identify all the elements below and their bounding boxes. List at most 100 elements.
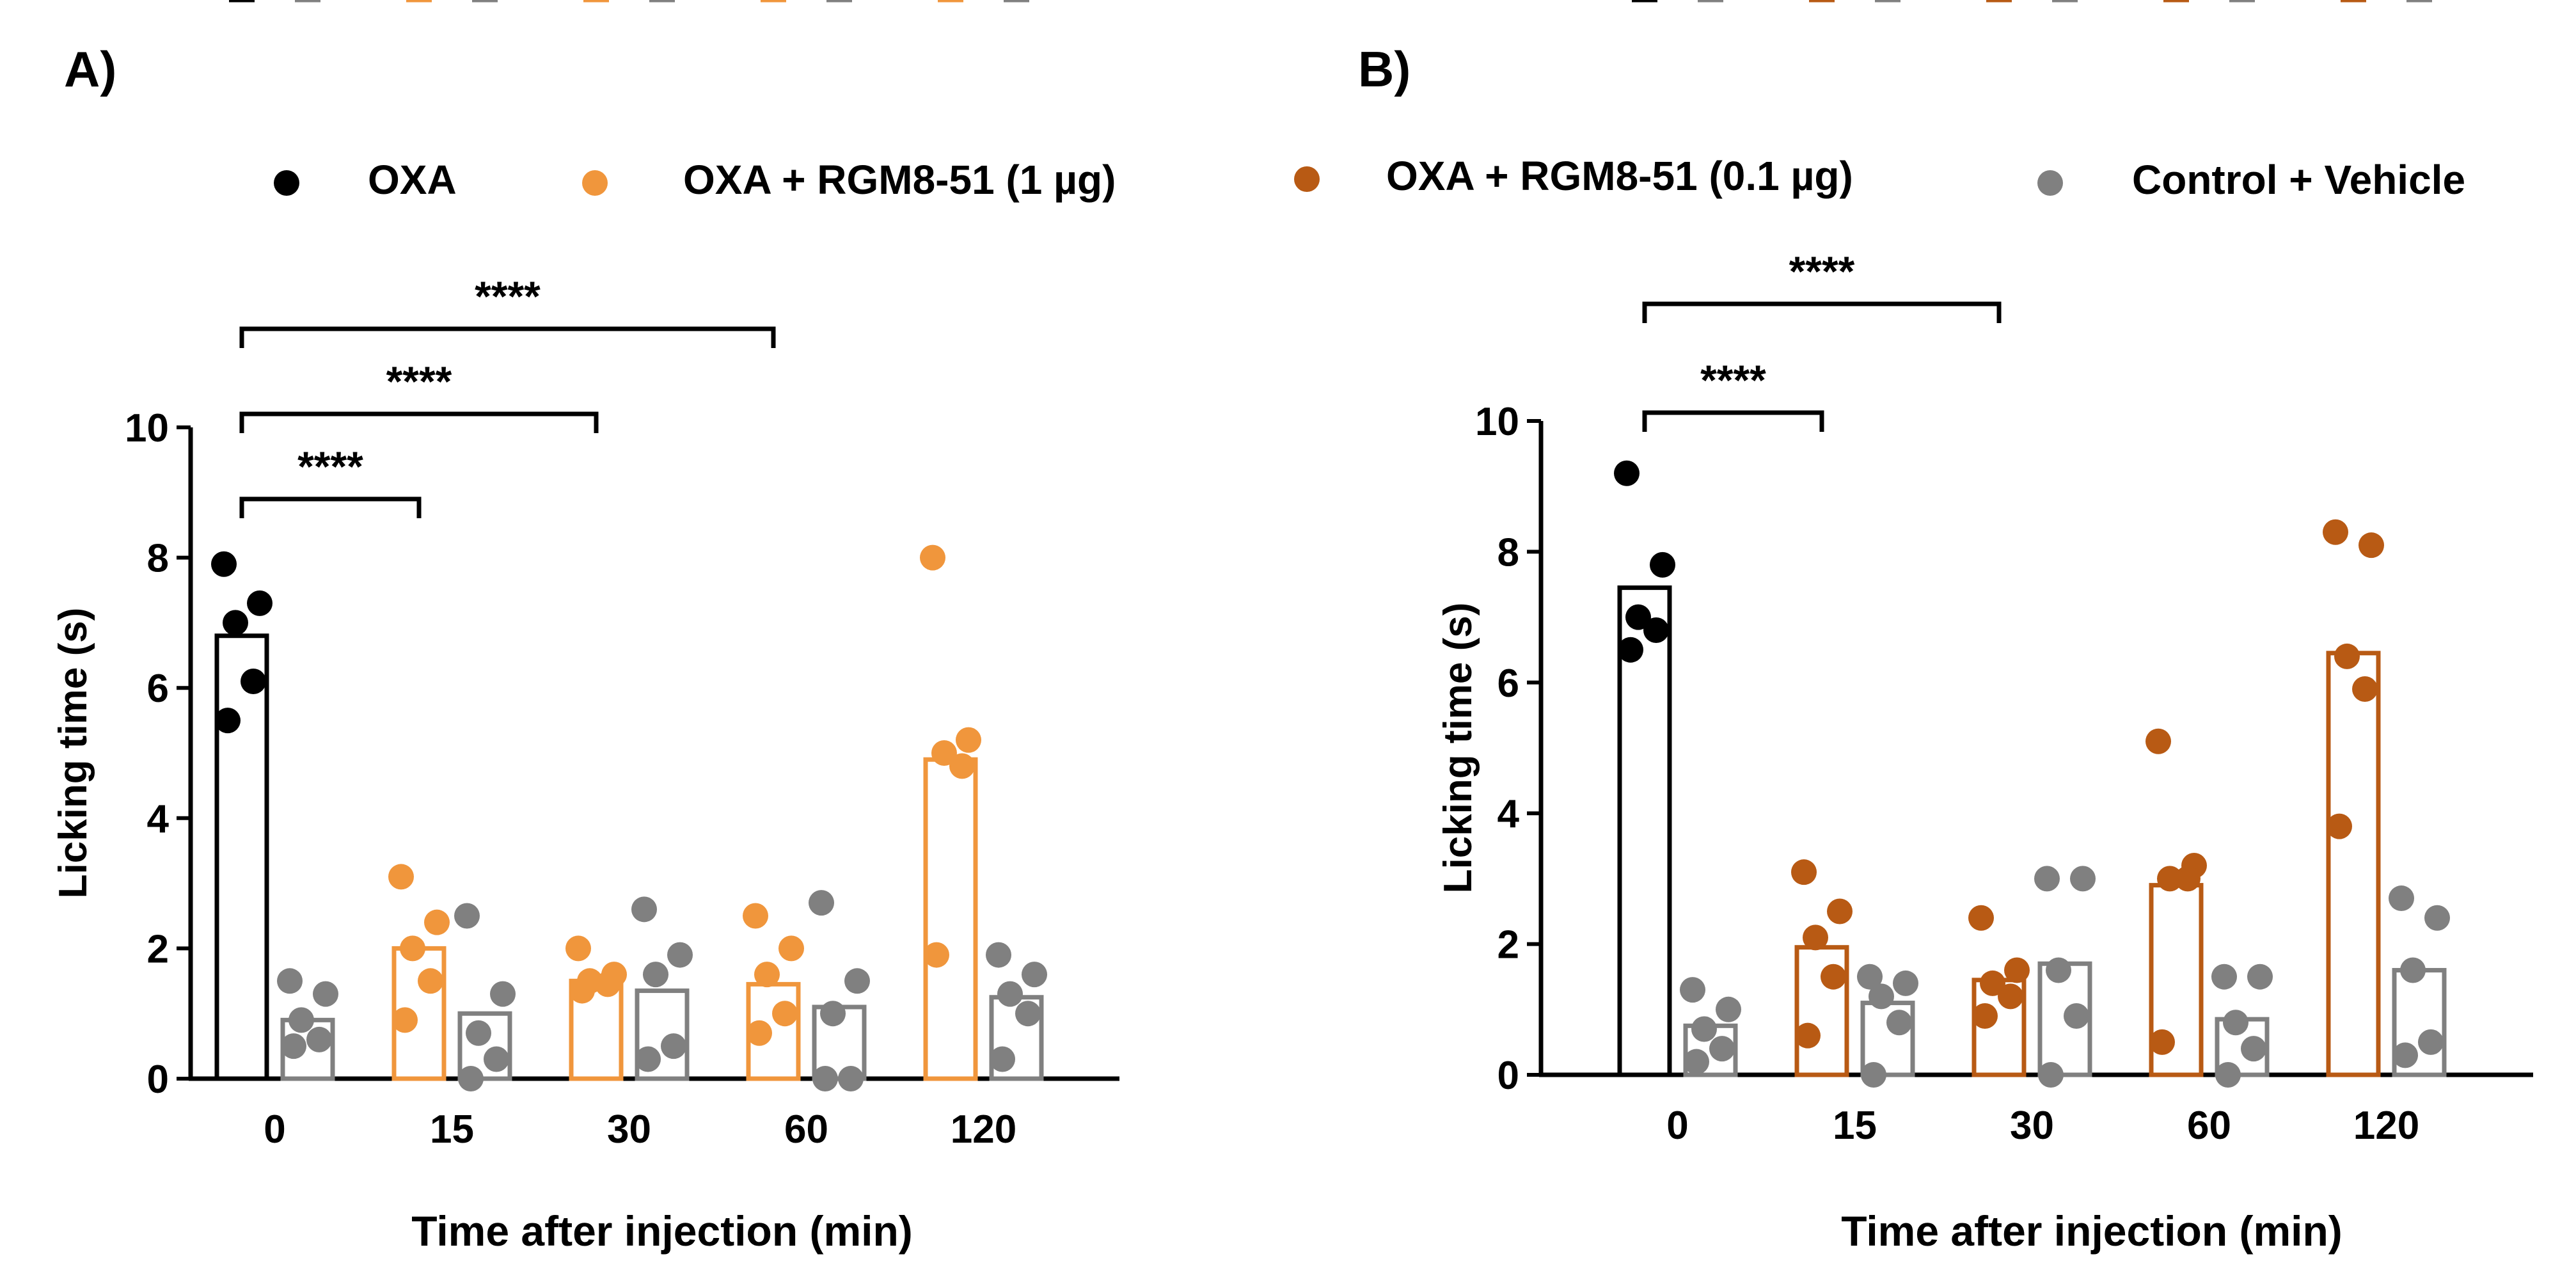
- data-point: [2149, 1029, 2175, 1055]
- data-point: [400, 935, 425, 962]
- data-point: [490, 981, 516, 1007]
- data-point: [2046, 957, 2071, 983]
- bar: [923, 757, 978, 1081]
- data-point: [635, 1046, 661, 1072]
- data-point: [2327, 813, 2352, 839]
- significance-label: ****: [297, 443, 363, 490]
- data-point: [2175, 866, 2201, 892]
- data-point: [2247, 964, 2273, 990]
- y-axis-label: Licking time (s): [51, 608, 95, 899]
- bar: [1617, 585, 1672, 1077]
- y-tick-label: 0: [147, 1058, 169, 1102]
- data-point: [418, 968, 443, 994]
- y-axis-label: Licking time (s): [1436, 603, 1480, 894]
- data-point: [2424, 905, 2450, 931]
- data-point: [1709, 1036, 1735, 1062]
- data-point: [2359, 532, 2384, 559]
- significance-label: ****: [475, 273, 541, 320]
- data-point: [812, 1066, 838, 1091]
- x-tick-label: 120: [951, 1107, 1016, 1152]
- data-point: [281, 1033, 306, 1059]
- data-point: [1618, 637, 1643, 663]
- x-axis-label: Time after injection (min): [1841, 1207, 2343, 1255]
- data-point: [569, 978, 595, 1004]
- data-point: [956, 727, 981, 753]
- data-point: [2145, 728, 2171, 754]
- data-point: [466, 1020, 491, 1046]
- data-point: [2004, 957, 2030, 983]
- significance-bracket: [1642, 410, 1824, 432]
- data-point: [215, 708, 241, 734]
- data-point: [1803, 924, 1828, 951]
- data-point: [809, 890, 834, 916]
- y-tick-label: 6: [147, 667, 169, 711]
- data-point: [743, 903, 768, 929]
- significance-label: ****: [1789, 248, 1855, 295]
- y-tick-label: 10: [1475, 400, 1519, 444]
- x-axis-label: Time after injection (min): [411, 1207, 913, 1255]
- y-tick-label: 6: [1497, 662, 1519, 706]
- data-point: [2157, 866, 2183, 892]
- data-point: [595, 971, 620, 997]
- data-point: [1998, 983, 2023, 1010]
- data-point: [2223, 1010, 2248, 1036]
- data-point: [392, 1007, 418, 1033]
- legend-label-oxa-rgm-0-1ug: OXA + RGM8-51 (0.1 µg): [1386, 153, 1853, 199]
- data-point: [931, 740, 957, 766]
- panel-a: A) 0 2 4 6 8 10 0 15 30 60 120 Time after injection …: [51, 0, 1119, 1255]
- data-point: [565, 935, 591, 962]
- data-point: [2334, 643, 2360, 669]
- data-point: [2215, 1062, 2241, 1088]
- legend-marker-oxa: [274, 170, 299, 196]
- x-tick-label: 30: [607, 1107, 651, 1152]
- data-point: [1893, 970, 1918, 996]
- data-point: [288, 1007, 314, 1033]
- x-tick-label: 120: [2353, 1104, 2419, 1148]
- x-tick-label: 60: [2187, 1104, 2231, 1148]
- significance-label: ****: [386, 358, 452, 405]
- data-point: [2064, 1003, 2089, 1029]
- x-tick-label: 30: [2010, 1104, 2054, 1148]
- data-point: [458, 1066, 484, 1091]
- data-point: [1716, 996, 1741, 1022]
- data-point: [661, 1033, 686, 1059]
- y-tick-label: 2: [1497, 923, 1519, 967]
- data-point: [306, 1026, 332, 1052]
- data-point: [844, 968, 870, 994]
- data-point: [643, 962, 668, 988]
- y-tick-label: 10: [125, 406, 169, 450]
- data-point: [990, 1046, 1015, 1072]
- y-tick-label: 2: [147, 927, 169, 971]
- data-point: [223, 610, 248, 636]
- data-point: [1968, 905, 1994, 931]
- data-point: [2038, 1062, 2064, 1088]
- data-point: [1691, 1016, 1717, 1042]
- data-point: [2418, 1029, 2444, 1055]
- legend-label-oxa: OXA: [368, 157, 457, 203]
- bar: [214, 633, 269, 1081]
- legend-marker-control-vehicle: [2037, 170, 2063, 196]
- data-point: [277, 968, 303, 994]
- legend-label-oxa-rgm-1ug: OXA + RGM8-51 (1 µg): [683, 157, 1116, 203]
- data-point: [1980, 970, 2005, 996]
- data-point: [1680, 977, 1705, 1003]
- y-tick-label: 4: [147, 797, 170, 841]
- data-point: [1791, 859, 1817, 885]
- data-point: [1869, 983, 1894, 1010]
- data-point: [2323, 519, 2348, 545]
- data-point: [2392, 1042, 2418, 1068]
- x-tick-label: 0: [264, 1107, 285, 1152]
- data-point: [1015, 1001, 1041, 1027]
- data-point: [772, 1001, 798, 1027]
- legend-label-control-vehicle: Control + Vehicle: [2132, 157, 2465, 203]
- data-point: [1795, 1022, 1821, 1049]
- panel-b: B) 0 2 4 6 8 10 0 15 30 60 120 Time after injection …: [1358, 0, 2533, 1255]
- significance-bracket: [239, 496, 422, 518]
- data-point: [631, 896, 657, 923]
- y-tick-label: 0: [1497, 1054, 1519, 1098]
- data-point: [986, 942, 1011, 968]
- data-point: [949, 753, 975, 779]
- y-tick-label: 8: [147, 537, 169, 581]
- x-tick-label: 15: [1833, 1104, 1877, 1148]
